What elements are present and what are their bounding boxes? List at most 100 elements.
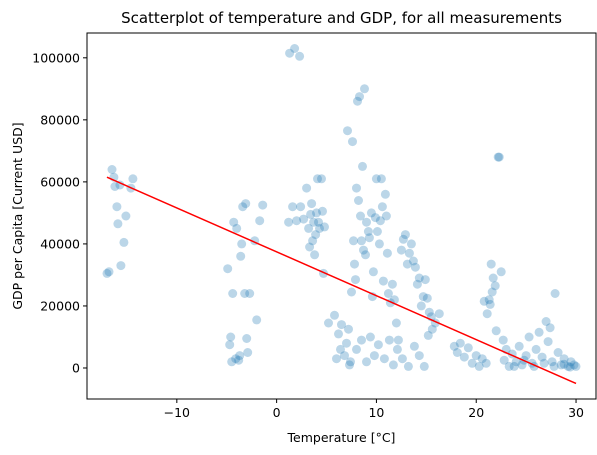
data-point: [315, 223, 324, 233]
data-point: [305, 242, 315, 252]
data-point: [504, 361, 514, 371]
x-tick-label: 10: [368, 405, 384, 420]
data-point: [391, 318, 401, 328]
data-point: [409, 341, 419, 351]
data-point: [565, 362, 575, 372]
data-point: [102, 268, 112, 278]
data-point: [352, 183, 361, 193]
data-point: [357, 236, 366, 246]
data-point: [571, 361, 581, 371]
data-point: [112, 202, 122, 212]
data-point: [302, 183, 312, 193]
data-point: [128, 174, 138, 184]
data-point: [452, 348, 462, 357]
data-point: [484, 295, 494, 305]
data-point: [240, 289, 250, 298]
trend-line: [106, 176, 577, 385]
data-point: [396, 245, 406, 255]
data-point: [340, 351, 349, 361]
data-point: [313, 174, 322, 184]
data-point: [408, 256, 418, 266]
y-tick-label: 60000: [40, 174, 80, 189]
data-point: [424, 307, 434, 317]
data-point: [324, 318, 333, 328]
data-point: [397, 354, 407, 364]
data-point: [362, 357, 371, 367]
data-point: [559, 359, 569, 369]
data-point: [234, 355, 244, 365]
data-point: [380, 189, 390, 199]
data-point: [296, 202, 306, 212]
data-point: [479, 296, 489, 306]
data-point: [381, 211, 391, 221]
x-tick-label: −10: [164, 405, 190, 420]
data-point: [488, 273, 498, 283]
x-tick-label: 0: [273, 405, 281, 420]
data-point: [309, 217, 319, 227]
data-point: [255, 216, 265, 226]
data-point: [498, 335, 508, 345]
data-point: [226, 332, 236, 342]
data-point: [310, 250, 320, 260]
data-point: [481, 358, 491, 368]
data-point: [110, 182, 120, 191]
data-point: [418, 292, 428, 302]
data-point: [539, 358, 549, 368]
y-axis-label: GDP per Capita [Current USD]: [10, 122, 25, 309]
data-point: [406, 239, 416, 249]
data-point: [317, 174, 326, 184]
data-point: [366, 208, 376, 218]
data-point: [284, 217, 294, 227]
data-point: [487, 287, 497, 297]
data-point: [392, 344, 402, 354]
data-point: [312, 208, 321, 218]
data-point: [427, 324, 437, 334]
data-point: [383, 289, 393, 298]
data-point: [353, 96, 362, 106]
data-point: [482, 309, 492, 319]
data-point: [412, 279, 422, 289]
data-point: [369, 351, 379, 361]
data-point: [308, 236, 318, 246]
data-point: [388, 360, 398, 370]
data-point: [521, 351, 531, 361]
data-point: [379, 354, 389, 364]
data-point: [241, 199, 251, 209]
data-point: [337, 320, 346, 330]
data-point: [420, 275, 430, 285]
data-point: [359, 245, 368, 255]
data-point: [556, 360, 566, 370]
data-point: [362, 217, 371, 227]
data-point: [352, 344, 361, 354]
data-point: [414, 351, 424, 361]
y-axis: 0 20000 40000 60000 80000 100000: [32, 50, 87, 375]
data-point: [357, 335, 366, 345]
data-point: [531, 344, 541, 354]
data-point: [496, 267, 506, 277]
data-point: [336, 344, 345, 354]
data-point: [541, 317, 551, 326]
data-point: [553, 348, 563, 357]
data-point: [374, 239, 384, 249]
data-point: [423, 330, 433, 340]
data-point: [373, 340, 383, 350]
data-point: [474, 361, 484, 371]
data-point: [368, 267, 378, 277]
data-point: [377, 202, 387, 212]
data-point: [360, 84, 369, 94]
data-point: [566, 357, 576, 367]
data-point: [237, 239, 247, 249]
plot-area-frame: [86, 32, 597, 400]
data-point: [252, 315, 262, 325]
data-point: [342, 338, 351, 348]
data-point: [245, 289, 255, 298]
data-point: [361, 250, 370, 260]
data-point: [370, 213, 380, 223]
data-point: [563, 361, 573, 371]
data-point: [235, 351, 245, 361]
data-point: [107, 165, 117, 174]
data-point: [290, 44, 300, 53]
data-point: [346, 357, 355, 367]
data-point: [463, 343, 473, 353]
